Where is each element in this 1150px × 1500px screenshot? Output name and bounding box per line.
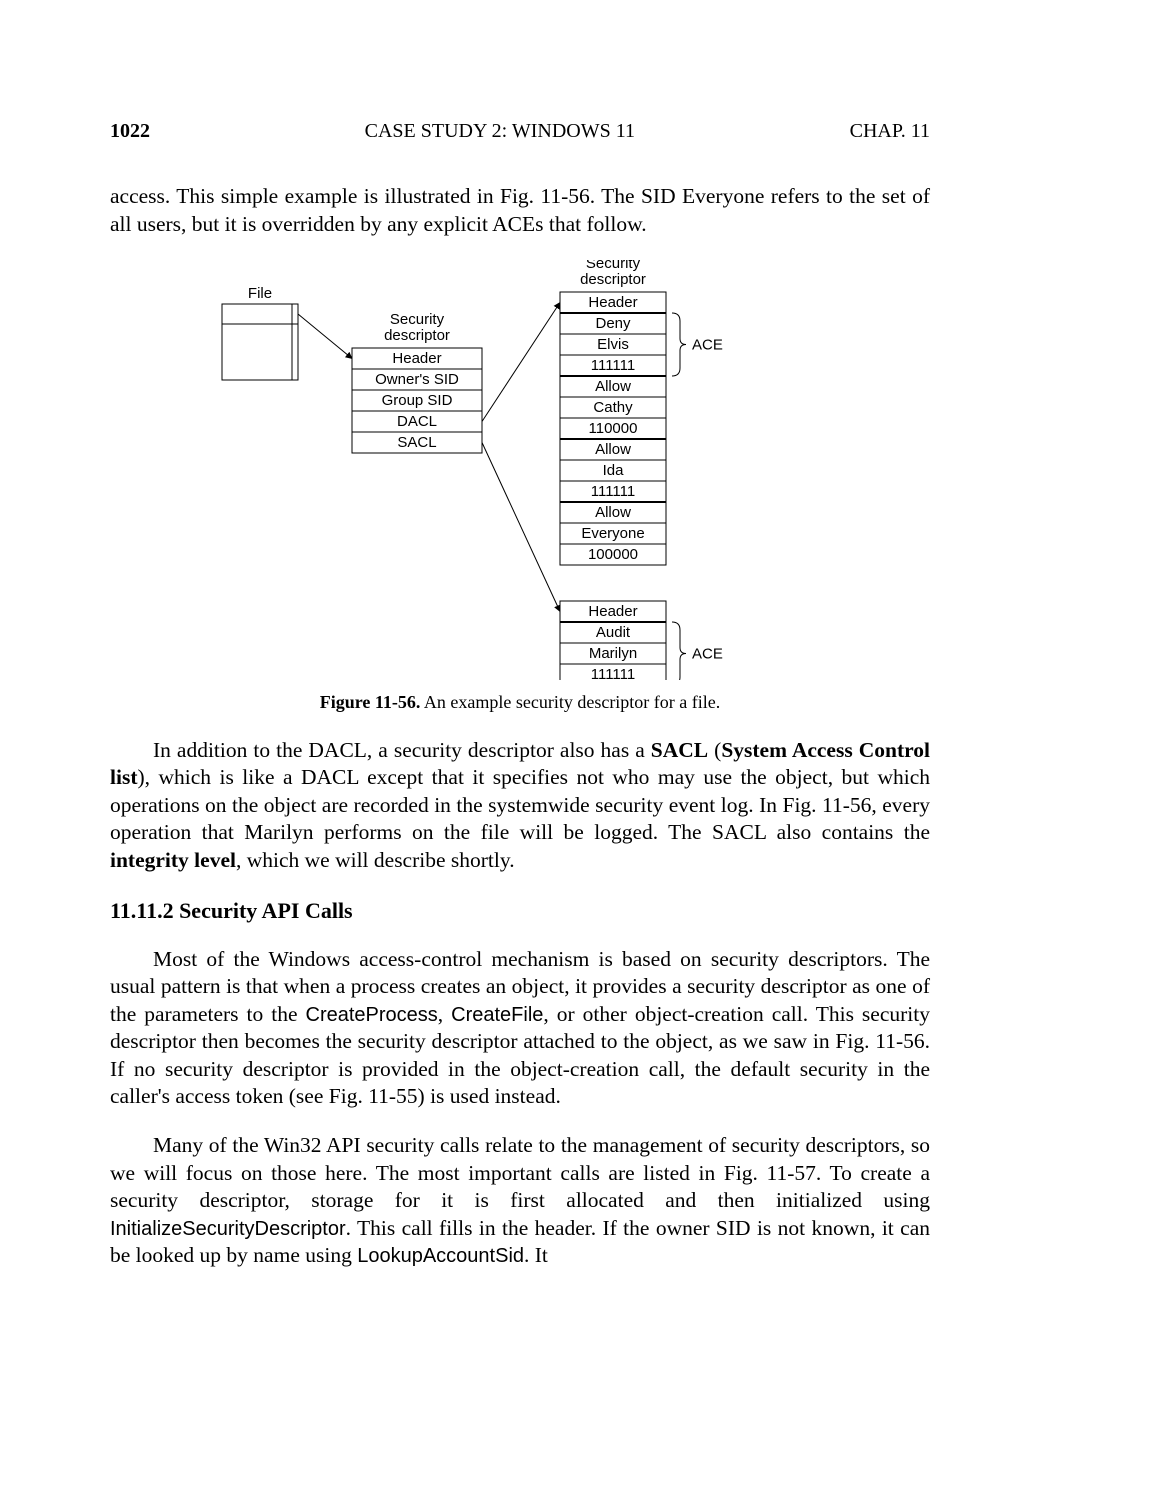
svg-text:111111: 111111 [591,357,636,374]
svg-text:Header: Header [588,603,637,620]
svg-text:File: File [248,285,272,302]
svg-text:110000: 110000 [589,420,638,437]
page-number: 1022 [110,120,150,143]
svg-text:111111: 111111 [591,483,636,500]
figure-11-56: FileSecuritydescriptorHeaderOwner's SIDG… [110,260,930,680]
body-paragraph: Many of the Win32 API security calls rel… [110,1132,930,1270]
svg-text:ACE: ACE [692,645,723,662]
svg-text:descriptor: descriptor [580,271,646,288]
svg-text:Allow: Allow [595,504,631,521]
figure-svg: FileSecuritydescriptorHeaderOwner's SIDG… [110,260,930,680]
svg-text:Owner's SID: Owner's SID [375,371,459,388]
body-paragraph: access. This simple example is illustrat… [110,183,930,238]
section-heading: 11.11.2 Security API Calls [110,898,930,924]
svg-text:100000: 100000 [588,546,638,563]
svg-text:ACE: ACE [692,336,723,353]
svg-text:Cathy: Cathy [593,399,633,416]
svg-text:Header: Header [588,294,637,311]
svg-text:Elvis: Elvis [597,336,629,353]
svg-text:Group SID: Group SID [382,392,453,409]
svg-text:Ida: Ida [603,462,625,479]
chapter-title: CASE STUDY 2: WINDOWS 11 [150,120,850,143]
figure-caption-text: An example security descriptor for a fil… [420,692,720,712]
svg-text:Deny: Deny [595,315,631,332]
svg-text:Allow: Allow [595,441,631,458]
svg-text:Everyone: Everyone [581,525,644,542]
svg-text:Header: Header [392,350,441,367]
svg-text:SACL: SACL [397,434,436,451]
svg-text:Marilyn: Marilyn [589,645,637,662]
svg-text:111111: 111111 [591,666,636,680]
chapter-number: CHAP. 11 [850,120,930,143]
svg-text:Allow: Allow [595,378,631,395]
svg-text:Audit: Audit [596,624,631,641]
figure-caption: Figure 11-56. An example security descri… [110,692,930,713]
svg-text:descriptor: descriptor [384,327,450,344]
figure-number: Figure 11-56. [320,692,421,712]
svg-text:Security: Security [390,311,445,328]
body-paragraph: Most of the Windows access-control mecha… [110,946,930,1111]
body-paragraph: In addition to the DACL, a security desc… [110,737,930,875]
running-head: 1022 CASE STUDY 2: WINDOWS 11 CHAP. 11 [110,120,930,143]
svg-text:DACL: DACL [397,413,437,430]
